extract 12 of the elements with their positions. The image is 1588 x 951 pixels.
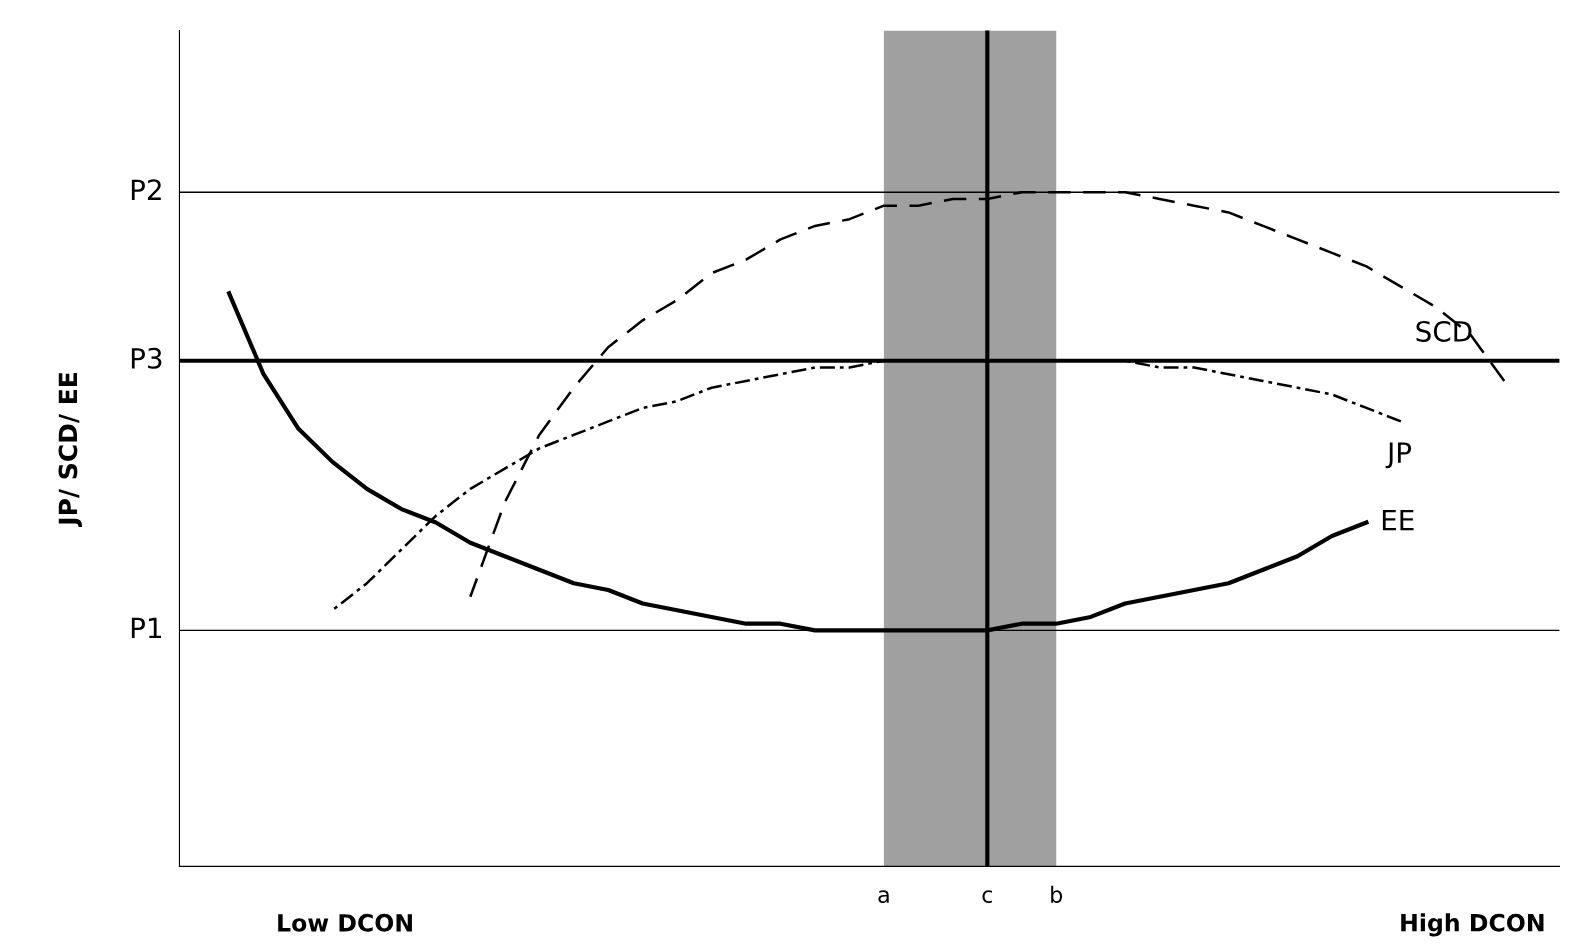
series-label: EE [1382,509,1414,531]
text: Low DCON [278,913,412,932]
x-tick-label: c [982,890,993,904]
ref-line-label: P1 [131,617,162,639]
y-axis-title: JP/ SCD/ EE [58,372,83,528]
x-tick-label: b [1051,885,1063,904]
x-tick-label: a [878,890,889,904]
ref-line-label: P3 [131,347,162,369]
ref-line-label: P2 [131,179,161,200]
series-label: JP [1385,442,1412,469]
series-label: SCD [1416,320,1472,342]
text: High DCON [1401,913,1544,937]
